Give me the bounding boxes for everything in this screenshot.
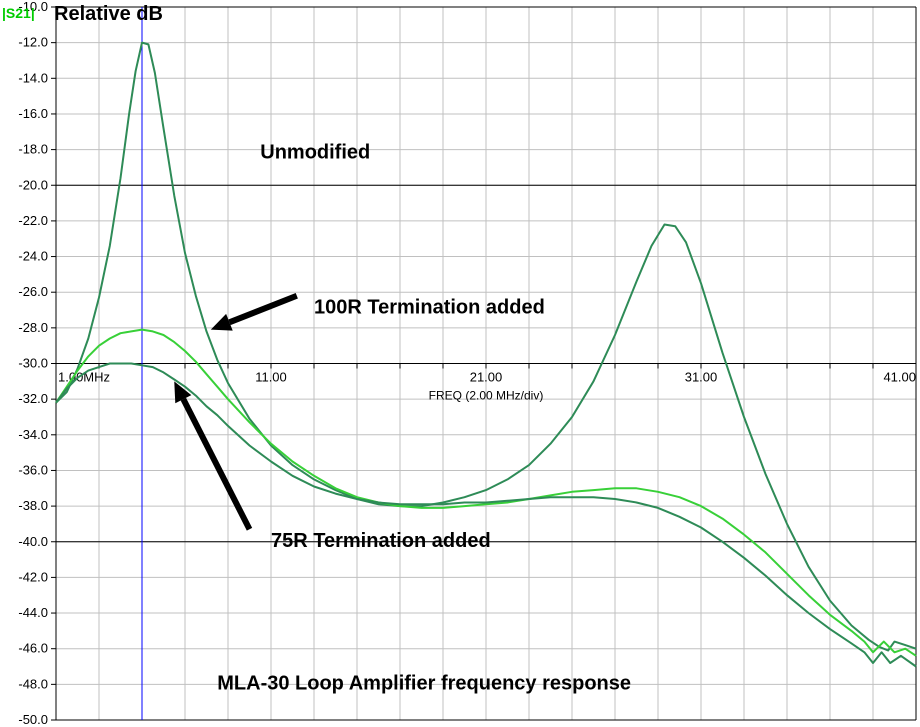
ytick-label: -24.0	[18, 249, 48, 264]
chart-svg: -10.0-12.0-14.0-16.0-18.0-20.0-22.0-24.0…	[0, 0, 920, 727]
x-axis-label: FREQ (2.00 MHz/div)	[429, 389, 544, 403]
ytick-label: -36.0	[18, 462, 48, 477]
xtick-label: 1.00MHz	[58, 370, 110, 385]
xtick-label: 11.00	[255, 370, 287, 385]
ytick-label: -34.0	[18, 427, 48, 442]
ytick-label: -42.0	[18, 569, 48, 584]
chart-container: { "chart": { "type": "line", "width": 92…	[0, 0, 920, 727]
ytick-label: -26.0	[18, 284, 48, 299]
xtick-label: 21.00	[470, 370, 503, 385]
ytick-label: -46.0	[18, 641, 48, 656]
ytick-label: -44.0	[18, 605, 48, 620]
ytick-label: -30.0	[18, 356, 48, 371]
ytick-label: -18.0	[18, 142, 48, 157]
ytick-label: -12.0	[18, 35, 48, 50]
annotation: Unmodified	[260, 142, 370, 164]
ytick-label: -48.0	[18, 676, 48, 691]
ytick-label: -38.0	[18, 498, 48, 513]
xtick-label: 31.00	[685, 370, 718, 385]
relative-db-title: Relative dB	[54, 3, 163, 25]
ytick-label: -50.0	[18, 712, 48, 727]
ytick-label: -40.0	[18, 534, 48, 549]
s21-label: |S21|	[2, 5, 35, 21]
ytick-label: -28.0	[18, 320, 48, 335]
annotation: 75R Termination added	[271, 530, 491, 552]
chart-caption: MLA-30 Loop Amplifier frequency response	[217, 673, 631, 695]
ytick-label: -32.0	[18, 391, 48, 406]
ytick-label: -22.0	[18, 213, 48, 228]
ytick-label: -16.0	[18, 106, 48, 121]
ytick-label: -14.0	[18, 70, 48, 85]
annotation: 100R Termination added	[314, 297, 545, 319]
ytick-label: -20.0	[18, 177, 48, 192]
xtick-label: 41.00	[883, 370, 916, 385]
